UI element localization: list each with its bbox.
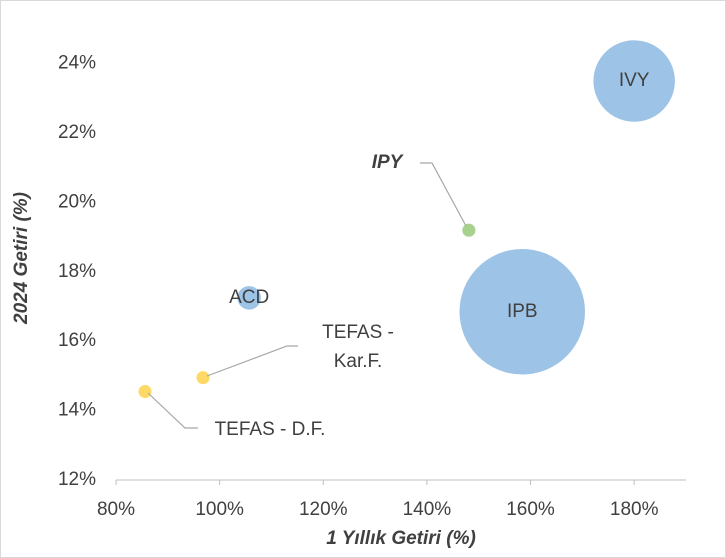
x-tick-label: 180% [610, 499, 659, 520]
leader-line [206, 345, 298, 377]
bubble [236, 285, 262, 311]
y-tick-label: 22% [58, 122, 96, 143]
data-label: TEFAS -Kar.F. [322, 322, 394, 372]
bubble [458, 247, 587, 376]
bubble [137, 383, 153, 400]
y-tick-label: 24% [58, 53, 96, 74]
x-tick-label: 160% [506, 499, 555, 520]
data-label: TEFAS - D.F. [215, 419, 326, 440]
bubble [195, 370, 211, 386]
x-tick-label: 120% [299, 499, 348, 520]
data-label: ACD [229, 287, 269, 308]
data-label: IVY [619, 70, 650, 91]
y-tick-label: 12% [58, 469, 96, 490]
bubble [461, 222, 477, 238]
y-tick-label: 14% [58, 400, 96, 421]
y-tick-label: 16% [58, 330, 96, 351]
x-tick-label: 80% [97, 499, 135, 520]
leader-line [147, 392, 198, 429]
bubble [592, 39, 676, 123]
y-tick-label: 20% [58, 191, 96, 212]
x-tick-label: 100% [195, 499, 244, 520]
y-axis-title: 2024 Getiri (%) [11, 192, 32, 325]
data-label: IPB [507, 301, 538, 322]
y-tick-label: 18% [58, 261, 96, 282]
x-axis-title: 1 Yıllık Getiri (%) [326, 528, 476, 549]
x-tick-label: 140% [403, 499, 452, 520]
leader-line [420, 162, 467, 227]
data-label: IPY [372, 152, 405, 173]
